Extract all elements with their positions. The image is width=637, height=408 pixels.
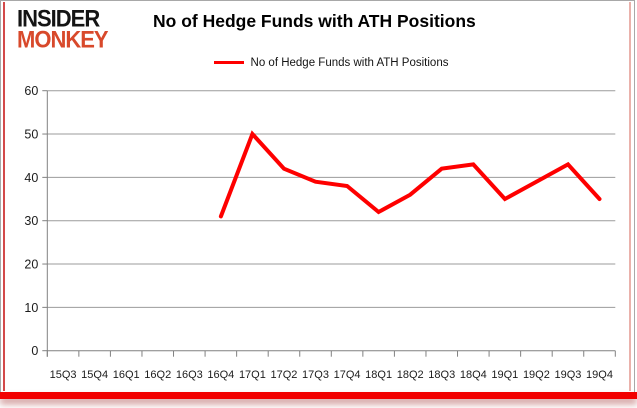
x-axis-label: 17Q4 xyxy=(334,369,361,381)
logo-text-insider: INSIDER xyxy=(17,4,100,32)
x-axis-label: 15Q3 xyxy=(50,369,77,381)
x-axis-label: 18Q1 xyxy=(365,369,392,381)
y-axis-label: 50 xyxy=(24,128,38,142)
x-axis-label: 15Q4 xyxy=(81,369,108,381)
x-axis-label: 17Q3 xyxy=(302,369,329,381)
x-axis-label: 16Q1 xyxy=(113,369,140,381)
left-accent-line xyxy=(3,2,5,391)
chart-title: No of Hedge Funds with ATH Positions xyxy=(153,11,476,31)
right-accent-line xyxy=(629,2,631,391)
x-axis-label: 19Q2 xyxy=(523,369,550,381)
x-axis-label: 17Q1 xyxy=(239,369,266,381)
insider-monkey-logo: INSIDER MONKEY xyxy=(17,4,109,53)
x-axis-label: 17Q2 xyxy=(271,369,298,381)
legend: No of Hedge Funds with ATH Positions xyxy=(47,55,615,70)
y-axis-label: 10 xyxy=(24,301,38,315)
y-axis-label: 40 xyxy=(24,171,38,185)
data-series-line xyxy=(218,130,602,219)
bottom-accent-bar xyxy=(0,392,637,399)
x-axis-label: 19Q1 xyxy=(491,369,518,381)
x-axis-label: 18Q2 xyxy=(397,369,424,381)
y-axis-label: 30 xyxy=(24,214,38,228)
legend-line-swatch xyxy=(213,61,244,64)
x-axis-label: 19Q4 xyxy=(586,369,613,381)
y-axis-label: 0 xyxy=(31,344,38,358)
legend-label: No of Hedge Funds with ATH Positions xyxy=(250,56,449,69)
y-axis-label: 20 xyxy=(24,258,38,272)
chart-card xyxy=(0,0,635,398)
x-axis-label: 16Q4 xyxy=(207,369,234,381)
x-axis-label: 18Q3 xyxy=(428,369,455,381)
logo-text-monkey: MONKEY xyxy=(17,25,109,53)
x-axis-label: 19Q3 xyxy=(555,369,582,381)
y-axis-label: 60 xyxy=(24,84,38,98)
x-axis-label: 16Q2 xyxy=(144,369,171,381)
x-axis-label: 16Q3 xyxy=(176,369,203,381)
x-axis-label: 18Q4 xyxy=(460,369,487,381)
